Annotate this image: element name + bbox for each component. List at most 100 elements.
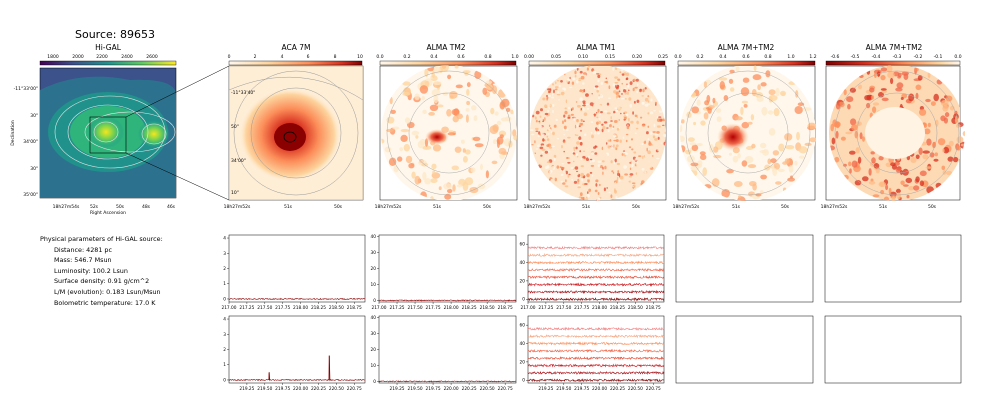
spectrum-line [527,260,665,265]
speckle-blob [941,165,946,170]
speckle-blob [576,141,580,145]
speckle-blob [929,152,935,158]
speckle-blob [616,84,620,88]
speckle-blob [878,181,886,188]
speckle-blob [624,92,627,95]
speckle-blob [594,85,599,88]
speckle-blob [539,125,543,128]
speckle-blob [576,79,579,84]
speckle-blob [564,185,569,188]
speckle-blob [579,70,583,74]
spectrum-line [527,378,665,383]
speckle-blob [591,174,594,177]
speckle-blob [878,156,884,161]
speckle-blob [588,188,592,192]
speckle-blob [602,139,605,142]
y-tick-label: 1 [223,281,226,287]
speckle-blob [567,161,571,164]
spectrum-line [527,297,665,302]
speckle-blob [442,91,449,96]
x-tick-label: 218.50 [628,305,643,311]
combo2-cbar-tick-3: -0.3 [893,54,902,60]
speckle-blob [553,154,557,158]
speckle-blob [594,189,598,193]
tm1-ticks: 0.00 0.05 0.10 0.15 0.20 0.25 18h27m52s … [524,54,669,210]
speckle-blob [590,131,593,134]
spectrum-panel-3: 219.25 219.50 219.75 220.00 220.25 220.50 220.… [223,315,366,392]
tm2-ticks: 0.0 0.2 0.4 0.6 0.8 1.0 18h27m52s 51s 50… [375,54,519,210]
speckle-blob [565,157,570,159]
aca7m-ra-tick-2: 50s [334,204,343,210]
speckle-blob [615,109,619,112]
higal-dec-tick-1: 30" [30,113,38,119]
higal-cbar-tick-0: 1800 [47,54,59,60]
speckle-blob [617,186,622,189]
speckle-blob [474,70,482,79]
speckle-blob [729,152,732,156]
speckle-blob [788,165,794,173]
speckle-blob [728,78,734,84]
speckle-blob [702,167,707,177]
speckle-blob [386,128,394,133]
speckle-blob [596,89,599,93]
speckle-blob [626,83,628,86]
speckle-blob [888,187,892,195]
speckle-blob [540,162,544,166]
speckle-blob [436,104,444,108]
speckle-blob [857,84,863,90]
speckle-blob [542,145,544,147]
tm1-ra-tick-2: 50s [632,204,641,210]
combo2-cbar-tick-2: -0.4 [872,54,881,60]
x-tick-label: 218.75 [347,305,362,311]
speckle-blob [571,178,573,181]
x-tick-label: 219.25 [390,386,405,392]
speckle-blob [591,183,595,186]
speckle-blob [640,145,645,148]
higal-ra-tick-0: 18h27m54s [53,204,80,210]
speckle-blob [627,84,629,87]
speckle-blob [835,102,841,110]
empty-spectrum-combo2-lower [824,315,962,384]
speckle-blob [531,133,535,136]
speckle-blob [614,113,617,115]
speckle-blob [943,117,949,124]
speckle-blob [577,79,582,82]
speckle-blob [596,130,601,135]
speckle-blob [570,167,574,169]
speckle-blob [930,101,936,106]
speckle-blob [400,134,408,142]
higal-cbar-tick-4: 2600 [146,54,158,60]
speckle-blob [417,140,425,149]
speckle-blob [541,148,546,151]
speckle-blob [443,183,452,190]
speckle-blob [862,136,865,142]
speckle-blob [773,108,780,117]
speckle-blob [635,78,639,82]
speckle-blob [430,178,438,184]
speckle-blob [388,157,397,166]
speckle-blob [843,89,847,96]
speckle-blob [563,93,566,97]
speckle-blob [599,117,601,122]
speckle-blob [757,84,761,91]
speckle-blob [897,75,901,79]
speckle-blob [571,81,575,85]
speckle-blob [947,156,954,162]
speckle-blob [711,178,720,187]
speckle-blob [636,120,639,125]
speckle-blob [432,144,442,152]
x-tick-label: 220.00 [444,386,459,392]
speckle-blob [560,170,563,173]
aca7m-title: ACA 7M [281,43,311,52]
speckle-blob [600,111,603,114]
higal-cbar-tick-2: 2200 [96,54,108,60]
speckle-blob [631,118,636,120]
x-tick-label: 219.50 [556,386,571,392]
speckle-blob [624,173,628,176]
speckle-blob [596,116,599,119]
speckle-blob [564,119,567,123]
speckle-blob [651,155,654,157]
speckle-blob [662,125,665,129]
speckle-blob [612,67,615,71]
speckle-blob [562,120,564,124]
